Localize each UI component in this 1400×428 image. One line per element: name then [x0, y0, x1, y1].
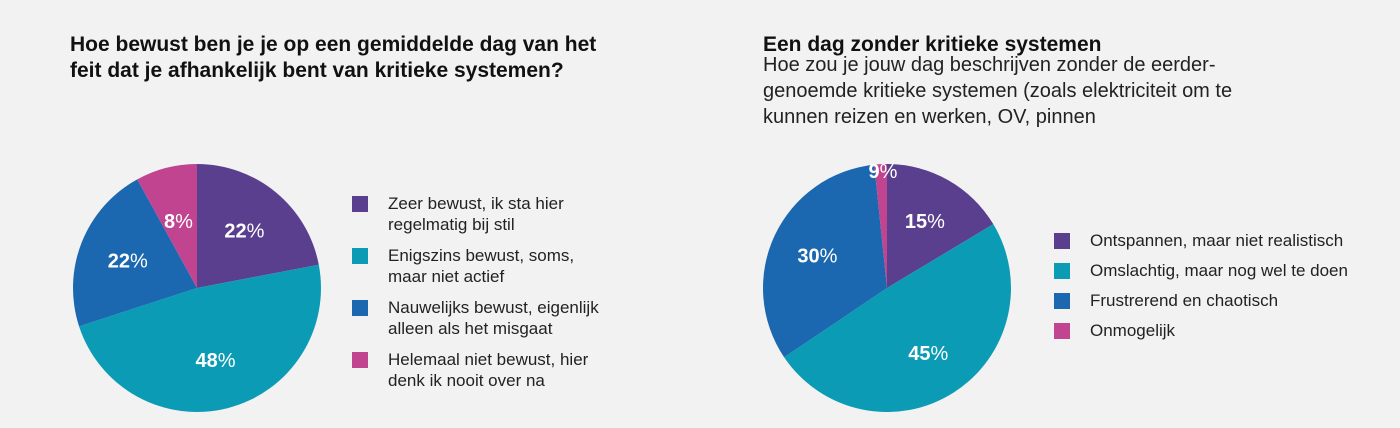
- pie-slice: [79, 264, 321, 412]
- legend-swatch: [352, 352, 368, 368]
- pie-slice: [73, 179, 197, 327]
- legend-item: Omslachtig, maar nog wel te doen: [1054, 260, 1394, 282]
- legend-item: Helemaal niet bewust, hier denk ik nooit…: [352, 349, 672, 391]
- legend: Ontspannen, maar niet realistisch Omslac…: [1054, 230, 1394, 350]
- pie-slice: [197, 164, 319, 288]
- pie-chart-day-without-systems: 15% 45% 30% 9%: [763, 161, 1011, 412]
- legend-label-line: regelmatig bij stil: [388, 215, 515, 234]
- legend: Zeer bewust, ik sta hier regelmatig bij …: [352, 193, 672, 401]
- legend-label: Zeer bewust, ik sta hier regelmatig bij …: [388, 193, 672, 235]
- legend-label: Onmogelijk: [1090, 321, 1176, 340]
- chart-panel-awareness: Hoe bewust ben je je op een gemiddelde d…: [70, 32, 672, 412]
- slice-value-label: 8%: [164, 211, 193, 233]
- chart-title: Een dag zonder kritieke systemen: [763, 33, 1102, 56]
- chart-subtitle-line: Hoe zou je jouw dag beschrijven zonder d…: [763, 54, 1216, 76]
- legend-label-line: Enigszins bewust, soms,: [388, 246, 575, 265]
- legend-item: Zeer bewust, ik sta hier regelmatig bij …: [352, 193, 672, 235]
- legend-label-line: maar niet actief: [388, 267, 505, 286]
- pie-slice: [763, 164, 887, 358]
- legend-label-line: denk ik nooit over na: [388, 371, 545, 390]
- legend-label-line: alleen als het misgaat: [388, 319, 553, 338]
- legend-swatch: [352, 248, 368, 264]
- legend-swatch: [352, 300, 368, 316]
- legend-label: Enigszins bewust, soms, maar niet actief: [388, 245, 672, 287]
- pie-slice: [137, 164, 197, 288]
- legend-swatch: [1054, 293, 1070, 309]
- slice-value-label: 9%: [869, 161, 898, 183]
- legend-item: Frustrerend en chaotisch: [1054, 290, 1394, 312]
- legend-label: Nauwelijks bewust, eigenlijk alleen als …: [388, 297, 672, 339]
- pie-slice: [874, 164, 887, 288]
- pie-chart-awareness: 22% 48% 22% 8%: [73, 164, 321, 412]
- legend-label-line: Nauwelijks bewust, eigenlijk: [388, 298, 599, 317]
- legend-swatch: [1054, 233, 1070, 249]
- legend-swatch: [1054, 263, 1070, 279]
- slice-value-label: 30%: [797, 245, 837, 267]
- chart-title-line: Hoe bewust ben je je op een gemiddelde d…: [70, 33, 597, 56]
- legend-item: Enigszins bewust, soms, maar niet actief: [352, 245, 672, 287]
- chart-subtitle: Hoe zou je jouw dag beschrijven zonder d…: [763, 52, 1343, 130]
- slice-value-label: 45%: [908, 343, 948, 365]
- legend-item: Ontspannen, maar niet realistisch: [1054, 230, 1394, 252]
- chart-title: Hoe bewust ben je je op een gemiddelde d…: [70, 32, 670, 84]
- legend-label: Helemaal niet bewust, hier denk ik nooit…: [388, 349, 672, 391]
- legend-item: Onmogelijk: [1054, 320, 1394, 342]
- legend-swatch: [352, 196, 368, 212]
- legend-label-line: Zeer bewust, ik sta hier: [388, 194, 564, 213]
- chart-subtitle-line: genoemde kritieke systemen (zoals elektr…: [763, 80, 1233, 102]
- pie-slice: [887, 164, 994, 288]
- slice-value-label: 48%: [195, 350, 235, 372]
- slice-value-label: 22%: [224, 221, 264, 243]
- legend-label: Omslachtig, maar nog wel te doen: [1090, 261, 1348, 280]
- legend-label-line: Helemaal niet bewust, hier: [388, 350, 589, 369]
- slice-value-label: 15%: [905, 211, 945, 233]
- legend-swatch: [1054, 323, 1070, 339]
- chart-title-line: feit dat je afhankelijk bent van kritiek…: [70, 59, 564, 82]
- pie-slice: [784, 224, 1011, 412]
- chart-panel-day-without-systems: Een dag zonder kritieke systemen Hoe zou…: [700, 0, 1400, 428]
- slice-value-label: 22%: [108, 251, 148, 273]
- legend-label: Frustrerend en chaotisch: [1090, 291, 1279, 310]
- legend-item: Nauwelijks bewust, eigenlijk alleen als …: [352, 297, 672, 339]
- legend-label: Ontspannen, maar niet realistisch: [1090, 231, 1344, 250]
- chart-subtitle-line: kunnen reizen en werken, OV, pinnen: [763, 106, 1096, 128]
